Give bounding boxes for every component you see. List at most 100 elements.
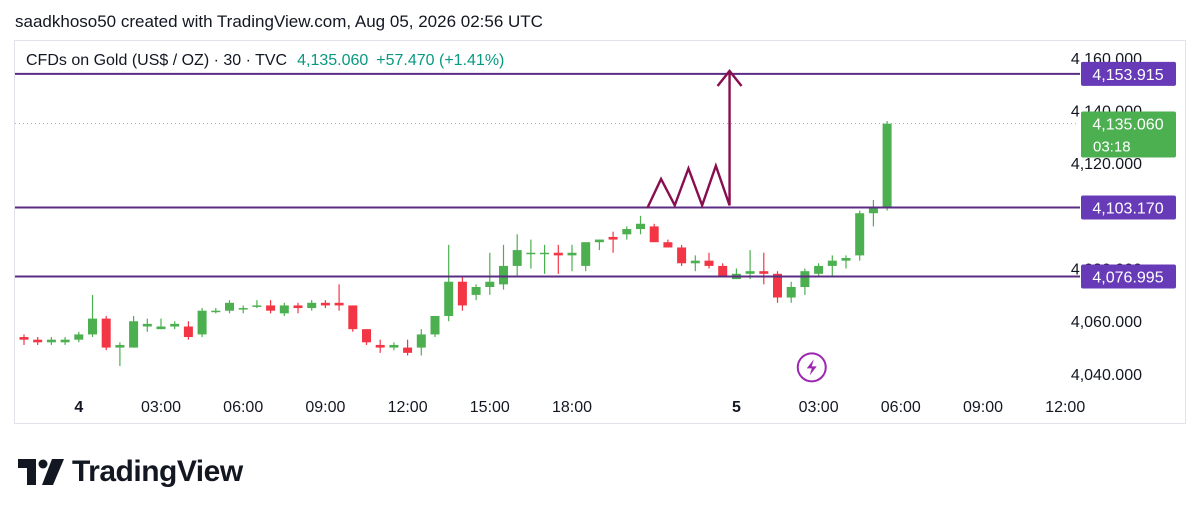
candle-body	[553, 252, 563, 256]
candle-body	[745, 271, 755, 274]
candle-body	[293, 305, 303, 309]
symbol-legend: CFDs on Gold (US$ / OZ) · 30 · TVC 4,135.…	[26, 52, 504, 70]
time-tick-label: 18:00	[552, 399, 592, 416]
candle-body	[690, 260, 700, 264]
candle-body	[444, 281, 454, 316]
level-label-box	[1081, 61, 1176, 86]
level-label-box	[1081, 264, 1176, 289]
candle-body	[19, 337, 29, 340]
candle-body	[718, 265, 728, 277]
candle-body	[362, 329, 371, 343]
chart-frame	[14, 40, 1186, 424]
candle-body	[855, 213, 865, 256]
price-tick-label: 4,120.000	[1071, 156, 1142, 173]
price-tick-label: 4,040.000	[1071, 367, 1142, 384]
candle-body	[868, 207, 878, 214]
candle-body	[238, 308, 248, 310]
candle-body	[252, 305, 262, 307]
level-label: 4,153.915	[1092, 67, 1163, 84]
last-price-box	[1081, 111, 1176, 158]
candle-body	[88, 318, 97, 335]
candle-body	[827, 260, 837, 266]
candle-body	[60, 339, 70, 343]
time-tick-label: 15:00	[470, 399, 510, 416]
brand-name: TradingView	[72, 455, 243, 488]
time-axis[interactable]: 4 03:00 06:00 09:00 12:00 15:00 18:00 5 03:00 06:…	[74, 399, 1085, 416]
candle-body	[307, 302, 317, 309]
candle-body	[540, 252, 550, 255]
candle-body	[581, 242, 591, 266]
candle-body	[115, 344, 125, 348]
candle-body	[759, 271, 769, 274]
last-price-label: 4,135.060	[1092, 117, 1163, 134]
candle-body	[403, 347, 413, 353]
candle-body	[46, 339, 56, 343]
candle-body	[457, 281, 467, 306]
time-tick-label: 09:00	[305, 399, 345, 416]
candle-body	[704, 260, 714, 266]
candle-body	[389, 344, 399, 348]
candle-body	[266, 305, 276, 311]
level-label-box	[1081, 195, 1176, 220]
zigzag-arrow-path	[646, 70, 731, 209]
candle-body	[142, 323, 152, 327]
time-tick-label: 12:00	[1045, 399, 1085, 416]
candle-body	[526, 252, 536, 255]
candle-body	[74, 334, 84, 340]
candle-body	[33, 339, 43, 343]
candle-body	[485, 281, 495, 287]
level-label: 4,076.995	[1092, 269, 1163, 286]
candle-body	[471, 286, 481, 295]
tradingview-brand[interactable]: TradingView	[18, 455, 243, 489]
candle-body	[334, 302, 344, 306]
time-tick-label: 06:00	[223, 399, 263, 416]
candle-body	[183, 326, 193, 338]
legend-last-price: 4,135.060	[297, 52, 369, 69]
candle-body	[649, 226, 659, 243]
candle-body	[320, 302, 330, 306]
chart-credit: saadkhoso50 created with TradingView.com…	[15, 12, 543, 31]
flash-marker[interactable]	[796, 352, 827, 383]
candle-body	[622, 229, 632, 235]
candle-body	[663, 242, 673, 248]
candle-body	[800, 271, 810, 287]
candle-body	[841, 258, 851, 261]
time-tick-label: 09:00	[963, 399, 1003, 416]
legend-change: +57.470 (+1.41%)	[376, 52, 505, 69]
level-label: 4,103.170	[1092, 201, 1163, 218]
time-tick-label: 5	[732, 399, 741, 416]
candle-body	[499, 265, 508, 285]
zigzag-drawing	[646, 69, 743, 209]
level-lines	[15, 72, 1080, 278]
symbol-label: CFDs on Gold (US$ / OZ) · 30 · TVC	[26, 52, 288, 69]
candle-body	[512, 250, 522, 266]
tradingview-logo-icon	[18, 459, 64, 485]
candle-body	[225, 302, 234, 311]
time-tick-label: 03:00	[799, 399, 839, 416]
candle-body	[786, 286, 796, 298]
candle-body	[567, 252, 577, 256]
candle-body	[594, 239, 604, 243]
candle-body	[129, 321, 139, 348]
candle-body	[375, 344, 385, 348]
time-tick-label: 06:00	[881, 399, 921, 416]
candles	[19, 121, 892, 367]
price-axis[interactable]: 4,040.0004,060.0004,080.0004,120.0004,14…	[1071, 51, 1176, 384]
candle-body	[677, 247, 687, 264]
time-tick-label: 4	[74, 399, 83, 416]
candle-body	[197, 310, 207, 335]
time-tick-label: 03:00	[141, 399, 181, 416]
lightning-bolt	[806, 359, 817, 376]
candle-body	[608, 236, 618, 240]
candle-body	[416, 334, 426, 348]
candle-body	[430, 315, 440, 335]
candle-body	[773, 273, 782, 298]
candle-body	[882, 123, 892, 208]
candle-body	[636, 223, 645, 230]
price-tick-label: 4,060.000	[1071, 314, 1142, 331]
candle-body	[279, 305, 289, 314]
candle-body	[814, 265, 824, 274]
time-tick-label: 12:00	[388, 399, 428, 416]
candle-body	[348, 305, 358, 330]
